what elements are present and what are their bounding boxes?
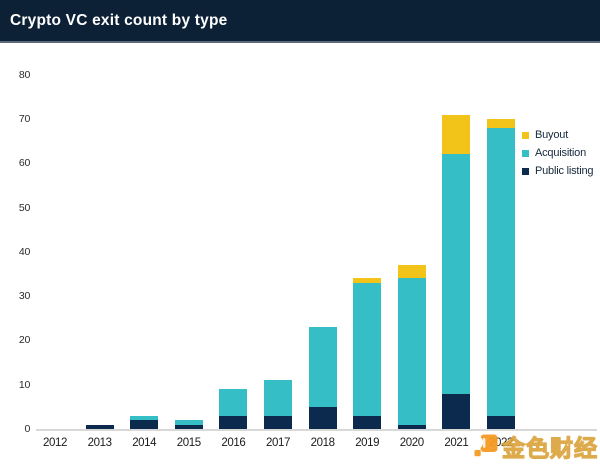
plot-area: 0 10 20 30 40 50 60 70 80 2012 2013 2014 2015 2016 20… bbox=[0, 45, 600, 464]
bar-segment-acquisition-2015 bbox=[174, 420, 203, 425]
bar-segment-public-listing-2018 bbox=[308, 406, 337, 429]
bar-segment-public-listing-2015 bbox=[174, 424, 203, 429]
legend: Buyout Acquisition Public listing bbox=[522, 126, 594, 180]
bar-segment-acquisition-2019 bbox=[353, 282, 382, 416]
legend-swatch-icon bbox=[522, 167, 529, 175]
x-axis-label-2014: 2014 bbox=[132, 437, 157, 449]
y-axis-tick-80: 80 bbox=[18, 68, 30, 81]
x-axis-label-2020: 2020 bbox=[399, 437, 424, 449]
bar-segment-public-listing-2014 bbox=[130, 420, 159, 429]
y-axis-tick-0: 0 bbox=[24, 423, 30, 435]
bar-segment-public-listing-2017 bbox=[264, 415, 292, 429]
bar-segment-public-listing-2016 bbox=[219, 415, 248, 429]
legend-swatch-icon bbox=[522, 149, 529, 157]
x-axis-label-2021: 2021 bbox=[444, 437, 469, 449]
x-axis-label-2012: 2012 bbox=[43, 437, 67, 449]
x-axis-label-2015: 2015 bbox=[176, 437, 201, 449]
y-axis-tick-10: 10 bbox=[18, 378, 30, 391]
bar-segment-public-listing-2020 bbox=[397, 424, 426, 429]
y-axis-tick-70: 70 bbox=[18, 113, 30, 126]
bar-segment-acquisition-2021 bbox=[442, 154, 471, 394]
x-axis-label-2017: 2017 bbox=[266, 437, 290, 449]
watermark: 金色财经 bbox=[473, 429, 598, 463]
watermark-text: 金色财经 bbox=[501, 434, 598, 461]
bar-segment-buyout-2020 bbox=[397, 265, 426, 279]
bar-segment-public-listing-2021 bbox=[442, 393, 471, 429]
chart-title: Crypto VC exit count by type bbox=[10, 12, 228, 29]
legend-label: Acquisition bbox=[535, 147, 586, 159]
bar-segment-acquisition-2022 bbox=[487, 127, 515, 416]
x-axis-label-2018: 2018 bbox=[310, 437, 335, 449]
legend-swatch-icon bbox=[522, 131, 529, 139]
legend-label: Buyout bbox=[535, 129, 569, 141]
x-axis-line bbox=[36, 429, 597, 431]
y-axis-tick-50: 50 bbox=[18, 201, 30, 214]
x-axis-label-2016: 2016 bbox=[221, 437, 246, 449]
x-axis-label-2013: 2013 bbox=[87, 437, 112, 449]
bar-segment-buyout-2021 bbox=[442, 114, 471, 155]
bar-segment-acquisition-2014 bbox=[130, 415, 159, 421]
bar-segment-acquisition-2020 bbox=[397, 278, 426, 425]
bar-segment-public-listing-2022 bbox=[487, 415, 515, 429]
bar-segment-buyout-2019 bbox=[353, 278, 382, 283]
bar-segment-acquisition-2018 bbox=[308, 327, 337, 407]
bar-segment-acquisition-2017 bbox=[264, 380, 292, 416]
bar-segment-acquisition-2016 bbox=[219, 389, 248, 416]
jinse-finance-logo-icon bbox=[474, 434, 498, 457]
header-bar: Crypto VC exit count by type bbox=[0, 0, 600, 43]
legend-item-acquisition: Acquisition bbox=[522, 144, 593, 162]
bar-segment-buyout-2022 bbox=[487, 119, 515, 128]
x-axis-label-2019: 2019 bbox=[355, 437, 380, 449]
legend-item-buyout: Buyout bbox=[522, 126, 593, 144]
legend-item-public-listing: Public listing bbox=[522, 162, 594, 180]
bar-segment-public-listing-2019 bbox=[353, 415, 382, 429]
y-axis-tick-20: 20 bbox=[18, 334, 30, 347]
y-axis-tick-60: 60 bbox=[18, 157, 30, 170]
y-axis-tick-40: 40 bbox=[18, 245, 30, 258]
bar-segment-public-listing-2013 bbox=[85, 424, 114, 429]
y-axis-tick-30: 30 bbox=[18, 290, 30, 303]
legend-label: Public listing bbox=[535, 165, 594, 177]
